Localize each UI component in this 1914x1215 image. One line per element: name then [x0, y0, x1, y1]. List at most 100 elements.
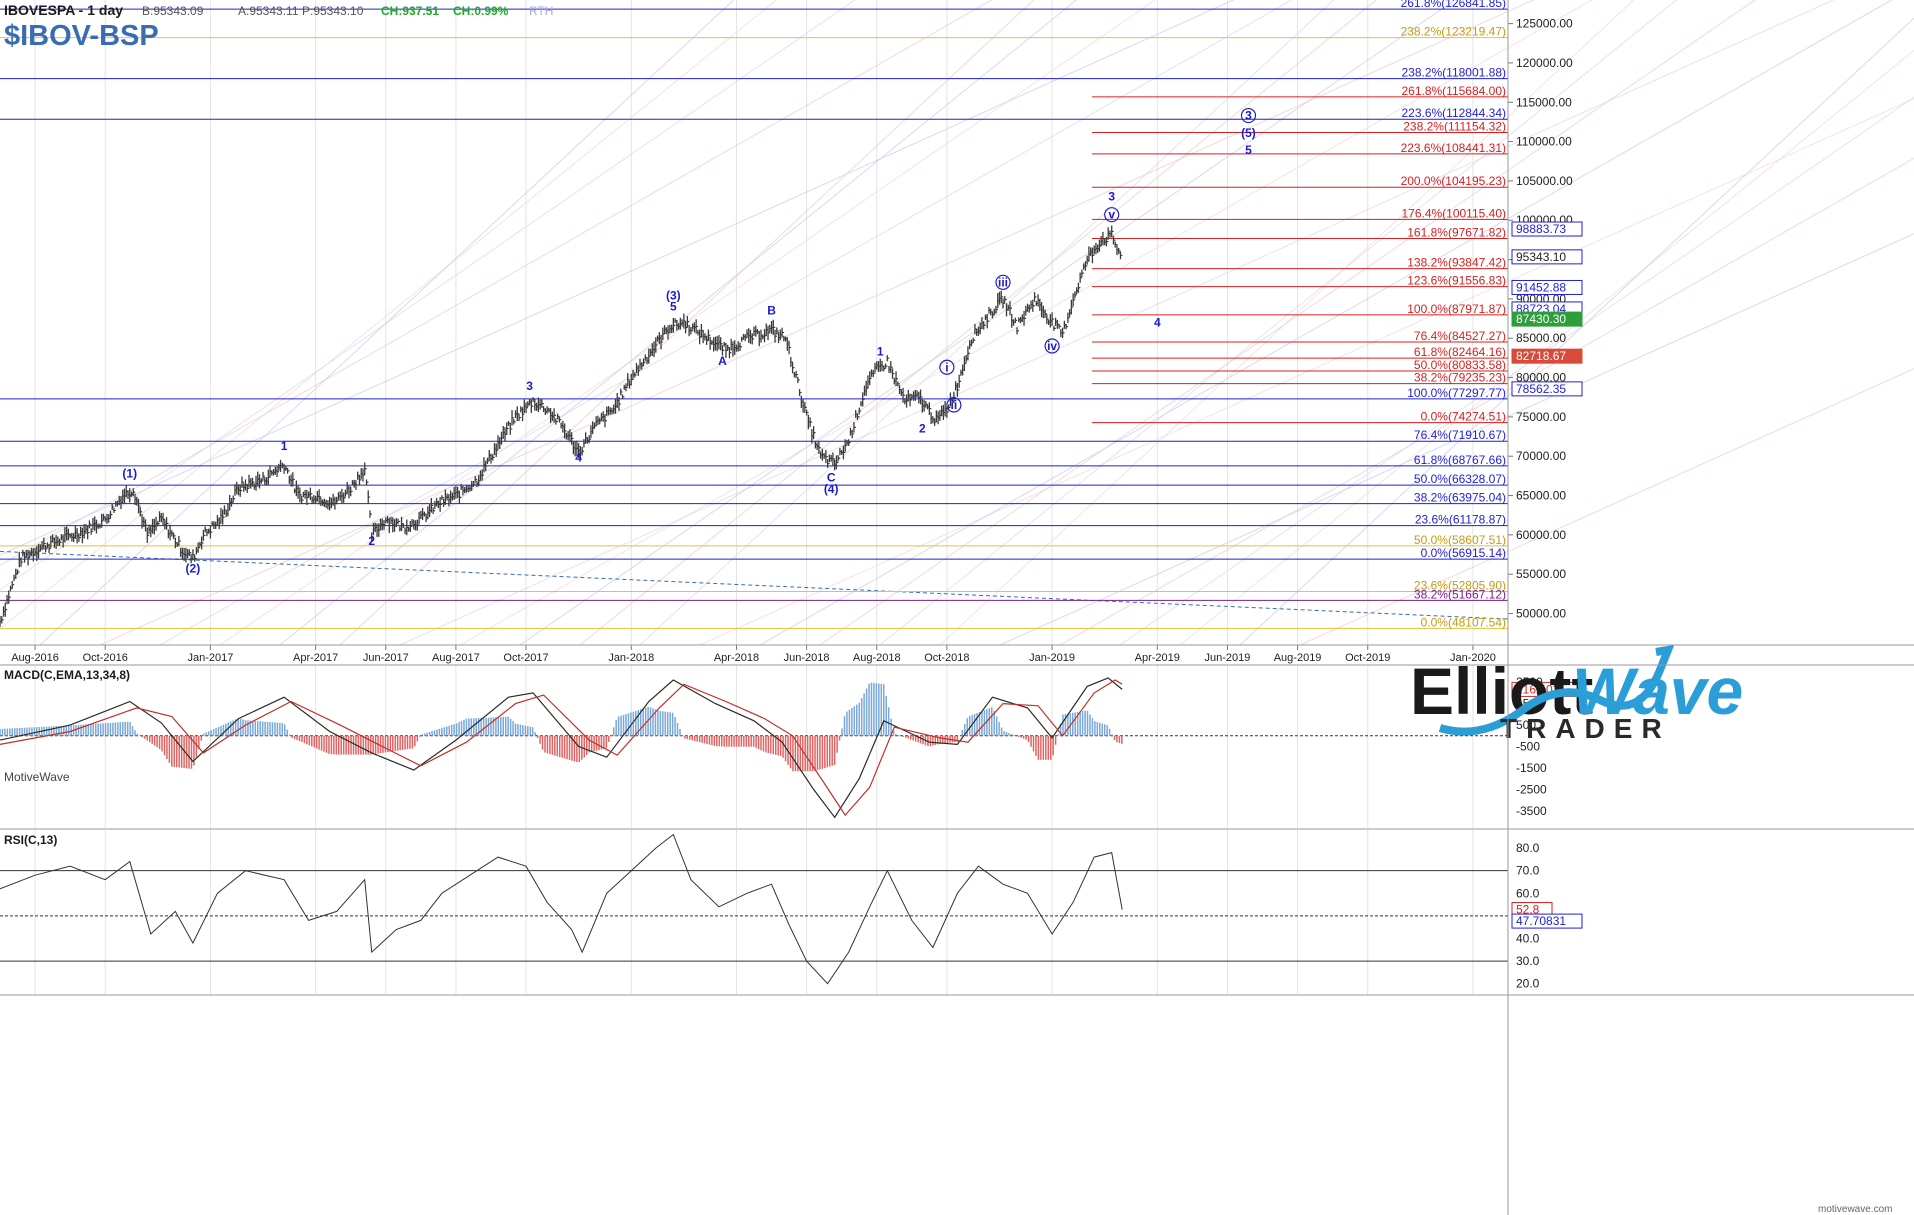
wave-label: ii — [951, 398, 958, 412]
fan-line — [639, 0, 1335, 646]
time-tick-label: Aug-2017 — [432, 652, 480, 664]
price-tick-label: 110000.00 — [1516, 135, 1572, 149]
fib-level-label: 123.6%(91556.83) — [1407, 274, 1506, 288]
wave-label: 5 — [670, 300, 677, 314]
fan-line — [159, 0, 1293, 646]
wave-label: A — [718, 354, 727, 368]
wave-label: (1) — [122, 466, 137, 480]
fib-level-label: 76.4%(71910.67) — [1414, 428, 1506, 442]
fibonacci-levels: 261.8%(126841.85)238.2%(123219.47)238.2%… — [0, 0, 1508, 629]
fib-level-label: 50.0%(66328.07) — [1414, 472, 1506, 486]
fib-level-label: 161.8%(97671.82) — [1407, 226, 1506, 240]
fan-line — [219, 0, 1156, 646]
price-tick-label: 65000.00 — [1516, 489, 1566, 503]
motivewave-watermark: MotiveWave — [4, 770, 70, 784]
wave-label: 5 — [1245, 143, 1252, 157]
rsi-tick-label: 30.0 — [1516, 954, 1540, 968]
time-axis: Aug-2016 Oct-2016 Jan-2017 Apr-2017 Jun-2017… — [11, 645, 1496, 664]
ask-value: A:95343.11 — [238, 4, 299, 18]
chart-header: IBOVESPA - 1 day B:95343.09 A:95343.11 P… — [4, 2, 553, 52]
bid-value: B:95343.09 — [142, 4, 204, 18]
price-tick-label: 50000.00 — [1516, 607, 1566, 621]
fib-level-label: 23.6%(52805.90) — [1414, 578, 1506, 592]
price-gridlines — [34, 0, 1474, 995]
macd-line — [0, 677, 1123, 819]
price-tick-label: 115000.00 — [1516, 95, 1572, 109]
ticker-title: $IBOV-BSP — [4, 20, 159, 52]
fan-line — [0, 0, 856, 591]
fib-level-label: 23.6%(61178.87) — [1415, 513, 1506, 527]
fan-line — [0, 0, 1235, 556]
fib-level-label: 0.0%(56915.14) — [1421, 546, 1506, 560]
fan-line — [1299, 368, 1914, 646]
fan-line — [1059, 157, 1914, 646]
wave-label: 3 — [1245, 109, 1252, 123]
rsi-avg-value: 47.70831 — [1516, 914, 1566, 928]
time-tick-label: Apr-2018 — [714, 652, 759, 664]
elliott-wave-trader-logo: Elliott Wave TRADER — [1410, 644, 1743, 744]
fib-level-label: 238.2%(123219.47) — [1401, 25, 1506, 39]
rsi-title: RSI(C,13) — [4, 833, 57, 847]
fib-level-label: 50.0%(80833.58) — [1414, 358, 1506, 372]
rsi-tick-label: 60.0 — [1516, 886, 1540, 900]
fib-level-label: 138.2%(93847.42) — [1407, 256, 1506, 270]
last-price-value: P:95343.10 — [302, 4, 364, 18]
wave-label: C — [827, 470, 836, 484]
fan-line — [1179, 49, 1914, 646]
rsi-tick-label: 20.0 — [1516, 977, 1540, 991]
fib-level-label: 100.0%(87971.87) — [1407, 302, 1506, 316]
price-tag-label: 87430.30 — [1516, 312, 1566, 326]
price-tag-label: 91452.88 — [1516, 280, 1566, 294]
symbol-title: IBOVESPA - 1 day — [4, 2, 123, 18]
rsi-last-value: 52.8 — [1516, 903, 1540, 917]
change-percent: CH:0.99% — [453, 4, 509, 18]
wave-label: (2) — [186, 562, 201, 576]
wave-label-circle — [946, 397, 962, 413]
time-tick-label: Jan-2017 — [187, 652, 233, 664]
wave-label: (3) — [666, 289, 681, 303]
price-tick-label: 60000.00 — [1516, 528, 1566, 542]
wave-label-circle — [939, 359, 955, 375]
wave-label-circle — [1104, 207, 1120, 223]
fib-level-label: 50.0%(58607.51) — [1414, 533, 1506, 547]
fib-level-label: 38.2%(51667.12) — [1414, 587, 1506, 601]
wave-label-circle — [1240, 107, 1257, 124]
price-tick-label: 80000.00 — [1516, 371, 1566, 385]
rsi-tick-label: 80.0 — [1516, 841, 1540, 855]
fib-level-label: 223.6%(112844.34) — [1401, 106, 1506, 120]
wave-label: (4) — [824, 482, 839, 496]
fib-level-label: 38.2%(79235.23) — [1414, 371, 1506, 385]
wave-label: 3 — [526, 379, 533, 393]
wave-label: iv — [1047, 339, 1057, 353]
wave-label: v — [1108, 208, 1115, 222]
fib-level-label: 76.4%(84527.27) — [1414, 329, 1506, 343]
time-tick-label: Jan-2018 — [608, 652, 654, 664]
time-tick-label: Jun-2018 — [784, 652, 830, 664]
macd-tick-label: -3500 — [1516, 804, 1547, 818]
wave-label: 1 — [877, 345, 884, 359]
fib-level-label: 200.0%(104195.23) — [1401, 174, 1506, 188]
price-tag-label: 82718.67 — [1516, 349, 1566, 363]
price-tick-label: 125000.00 — [1516, 17, 1573, 31]
time-tick-label: Oct-2019 — [1345, 652, 1390, 664]
fan-line — [699, 98, 1914, 646]
rsi-line — [0, 833, 1123, 985]
wave-label: 2 — [919, 422, 926, 436]
time-tick-label: Apr-2017 — [293, 652, 338, 664]
fan-line — [339, 0, 1035, 646]
time-tick-label: Jan-2019 — [1029, 652, 1075, 664]
fan-line — [999, 233, 1914, 646]
price-tick-label: 55000.00 — [1516, 567, 1566, 581]
fib-level-label: 238.2%(111154.32) — [1403, 120, 1506, 134]
wave-label: 1 — [281, 439, 288, 453]
macd-tick-label: 500 — [1516, 718, 1536, 732]
macd-tick-label: -500 — [1516, 740, 1540, 754]
price-tag-label: 78562.35 — [1516, 382, 1566, 396]
time-tick-label: Jun-2017 — [363, 652, 409, 664]
fan-line — [0, 0, 993, 566]
time-tick-label: Jun-2019 — [1205, 652, 1251, 664]
wave-label: 4 — [575, 451, 582, 465]
